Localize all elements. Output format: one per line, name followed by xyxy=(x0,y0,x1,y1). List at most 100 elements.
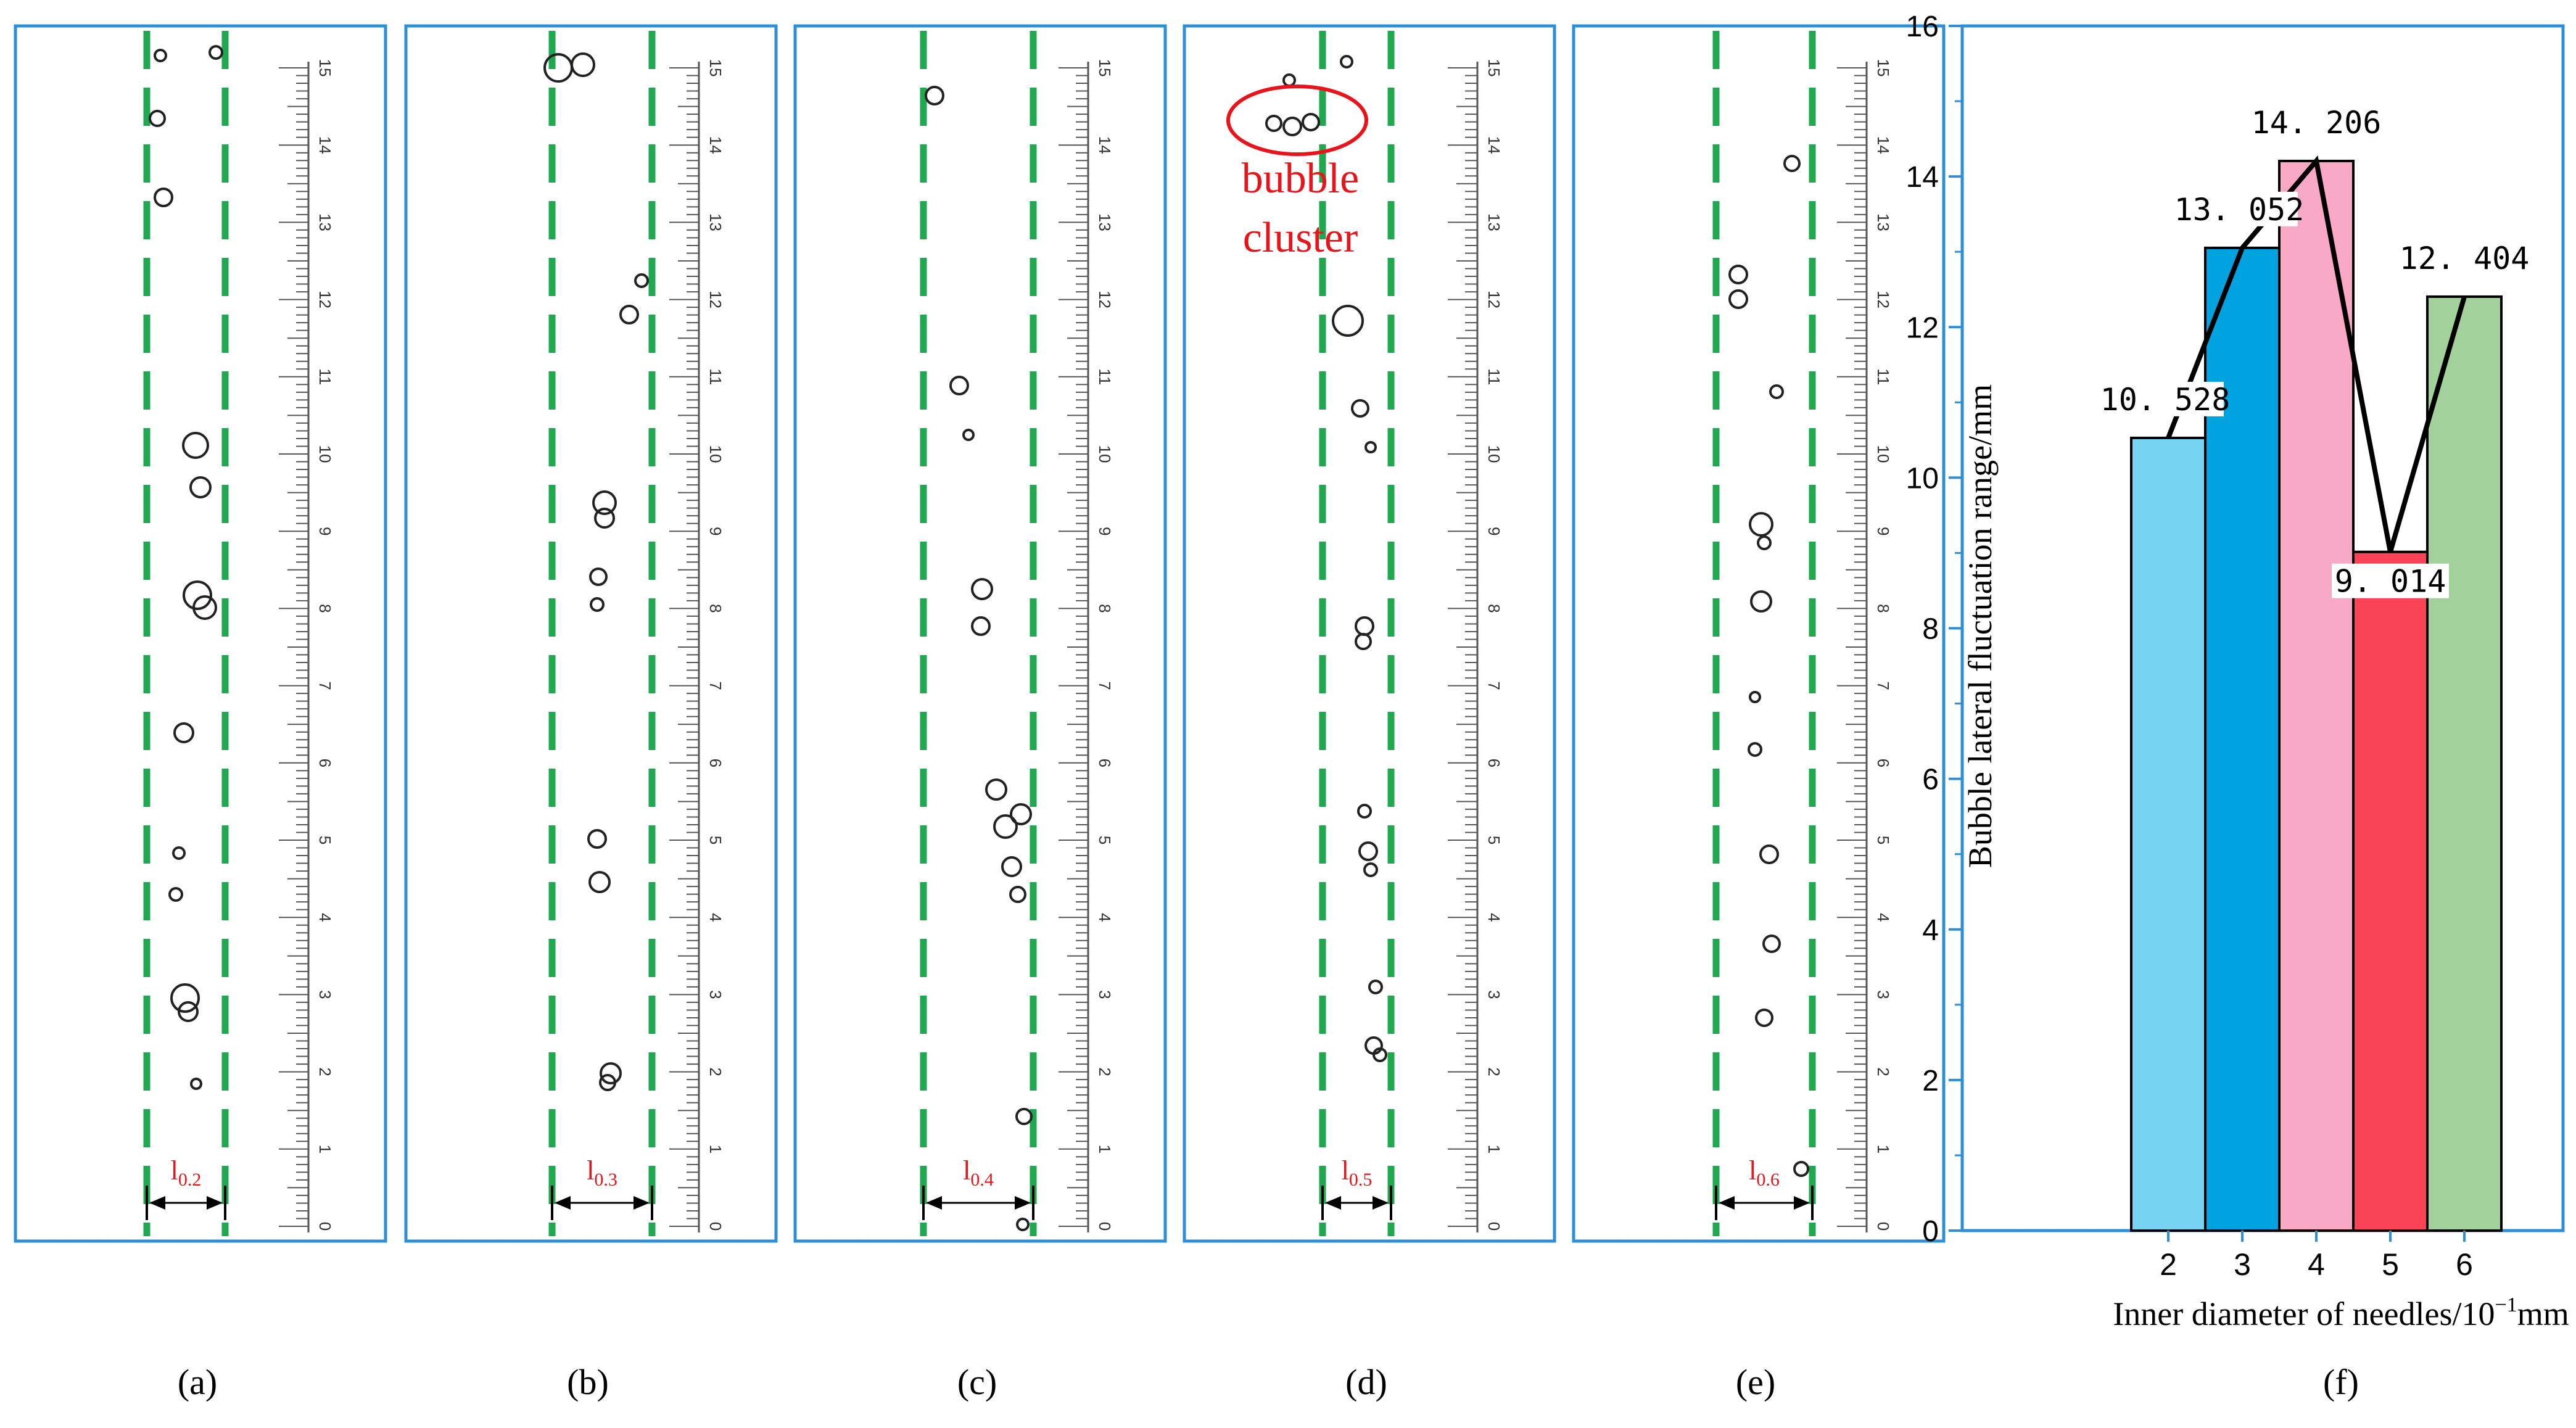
ruler-tick-label: 6 xyxy=(316,759,334,767)
ruler-tick-label: 10 xyxy=(1485,445,1503,463)
ruler-tick-label: 1 xyxy=(316,1145,334,1154)
ruler-tick-label: 14 xyxy=(1485,136,1503,154)
bubble xyxy=(619,305,639,324)
bubble xyxy=(168,887,183,902)
ruler-tick-label: 5 xyxy=(316,836,334,844)
bar-2 xyxy=(2130,436,2207,1232)
bubble xyxy=(971,616,991,636)
ruler-tick-label: 6 xyxy=(1874,759,1893,767)
width-label: l0.2 xyxy=(171,1155,202,1190)
bubble xyxy=(1010,803,1032,825)
width-label-base: l xyxy=(1749,1155,1756,1186)
bubble xyxy=(949,376,969,395)
ruler-tick-label: 8 xyxy=(1096,604,1114,613)
ruler-tick-label: 0 xyxy=(316,1222,334,1231)
ruler-tick-label: 14 xyxy=(706,136,725,154)
ruler-tick-label: 11 xyxy=(316,368,334,385)
ruler-tick-label: 8 xyxy=(1485,604,1503,613)
bubble xyxy=(1265,115,1282,132)
ruler-tick-label: 12 xyxy=(1485,291,1503,308)
y-tick-label: 8 xyxy=(1922,613,1939,646)
ruler-tick-label: 2 xyxy=(1096,1067,1114,1076)
bubble xyxy=(1749,691,1761,703)
bubble xyxy=(1757,535,1772,550)
y-tick-label: 16 xyxy=(1906,10,1939,43)
arrow-head-left xyxy=(926,1196,942,1210)
ruler-tick-label: 13 xyxy=(706,213,725,231)
y-tick-label: 12 xyxy=(1906,312,1939,344)
arrow-head-right xyxy=(1015,1196,1031,1210)
bubble xyxy=(587,829,607,849)
ruler-tick-label: 5 xyxy=(1485,836,1503,844)
arrow-head-left xyxy=(555,1196,571,1210)
panel-frame xyxy=(404,24,778,1243)
bubble xyxy=(1755,1009,1773,1027)
x-axis-label: Inner diameter of needles/10−1mm xyxy=(2113,1294,2569,1332)
width-label-sub: 0.2 xyxy=(178,1170,202,1190)
bubble xyxy=(962,429,975,441)
value-label: 14. 206 xyxy=(2252,105,2382,141)
y-tick-label: 14 xyxy=(1906,161,1939,194)
panel-label: (c) xyxy=(957,1362,997,1402)
ruler-tick-label: 15 xyxy=(1874,59,1893,77)
ruler-tick-label: 1 xyxy=(1874,1145,1893,1154)
x-tick-label: 4 xyxy=(2308,1247,2325,1282)
bubble xyxy=(1016,1218,1030,1231)
width-label-base: l xyxy=(963,1155,970,1186)
bubble xyxy=(1750,590,1772,613)
arrow-head-left xyxy=(1325,1196,1341,1210)
ruler-tick-label: 4 xyxy=(1485,913,1503,922)
value-label: 13. 052 xyxy=(2174,192,2305,228)
width-label-sub: 0.6 xyxy=(1756,1170,1780,1190)
ruler-tick-label: 4 xyxy=(1874,913,1893,922)
bubble xyxy=(1762,935,1781,953)
bubble xyxy=(571,52,595,77)
bubble xyxy=(985,778,1007,801)
ruler-tick-label: 3 xyxy=(1096,990,1114,999)
value-label-bg xyxy=(2332,563,2449,598)
annotation-line-2: cluster xyxy=(1243,214,1358,262)
ruler-tick-label: 9 xyxy=(706,527,725,535)
y-tick-label: 6 xyxy=(1922,764,1939,796)
x-axis-label-sup: −1 xyxy=(2495,1294,2517,1316)
bubble xyxy=(190,1078,202,1090)
width-label: l0.5 xyxy=(1342,1155,1373,1190)
ruler-tick-label: 9 xyxy=(316,527,334,535)
bubble xyxy=(189,476,212,498)
ruler-tick-label: 7 xyxy=(1874,681,1893,690)
bubble xyxy=(208,45,223,60)
ruler-tick-label: 6 xyxy=(1485,759,1503,767)
width-label: l0.6 xyxy=(1749,1155,1780,1190)
bubble xyxy=(599,1074,616,1091)
bubble xyxy=(178,1001,199,1022)
ruler-tick-label: 4 xyxy=(706,913,725,922)
ruler-tick-label: 6 xyxy=(706,759,725,767)
panel-label: (d) xyxy=(1345,1362,1387,1402)
arrow-head-right xyxy=(1794,1196,1810,1210)
arrow-head-right xyxy=(207,1196,223,1210)
bubble xyxy=(1793,1161,1809,1177)
arrow-head-left xyxy=(1719,1196,1735,1210)
value-label-bg xyxy=(2406,240,2523,275)
ruler-tick-label: 12 xyxy=(316,291,334,308)
bubble xyxy=(149,110,166,127)
value-label: 10. 528 xyxy=(2100,382,2231,418)
ruler-tick-label: 15 xyxy=(1096,59,1114,77)
x-axis-label-unit: mm xyxy=(2517,1295,2569,1332)
ruler-tick-label: 14 xyxy=(1874,136,1893,154)
ruler-tick-label: 14 xyxy=(316,136,334,154)
bubble xyxy=(1728,289,1748,309)
photo-panels: 0123456789101112131415l0.2(a)01234567891… xyxy=(14,24,1946,1402)
bubble xyxy=(1749,512,1773,537)
ruler-tick-label: 10 xyxy=(1874,445,1893,463)
bubble xyxy=(172,846,186,860)
width-label-sub: 0.5 xyxy=(1349,1170,1373,1190)
